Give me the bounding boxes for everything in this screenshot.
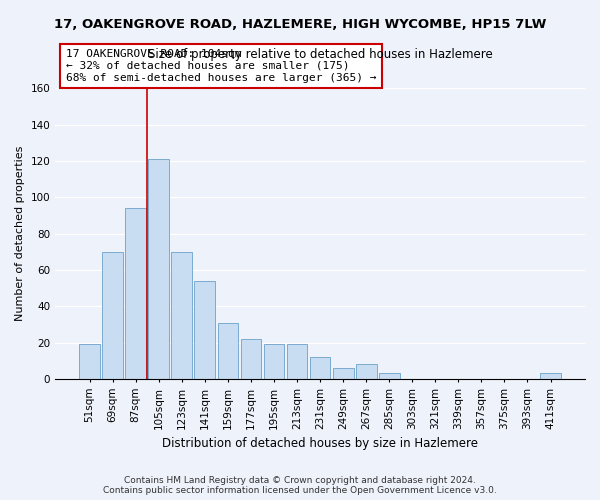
Bar bbox=[125, 208, 146, 379]
Bar bbox=[310, 357, 331, 379]
Bar bbox=[218, 322, 238, 379]
Text: 17, OAKENGROVE ROAD, HAZLEMERE, HIGH WYCOMBE, HP15 7LW: 17, OAKENGROVE ROAD, HAZLEMERE, HIGH WYC… bbox=[54, 18, 546, 30]
Y-axis label: Number of detached properties: Number of detached properties bbox=[15, 146, 25, 322]
Bar bbox=[379, 374, 400, 379]
Bar bbox=[333, 368, 353, 379]
Bar bbox=[287, 344, 307, 379]
X-axis label: Distribution of detached houses by size in Hazlemere: Distribution of detached houses by size … bbox=[162, 437, 478, 450]
Bar bbox=[241, 339, 262, 379]
Bar bbox=[102, 252, 123, 379]
Text: Contains HM Land Registry data © Crown copyright and database right 2024.
Contai: Contains HM Land Registry data © Crown c… bbox=[103, 476, 497, 495]
Bar bbox=[194, 281, 215, 379]
Bar bbox=[540, 374, 561, 379]
Title: Size of property relative to detached houses in Hazlemere: Size of property relative to detached ho… bbox=[148, 48, 493, 61]
Bar bbox=[356, 364, 377, 379]
Bar bbox=[172, 252, 192, 379]
Bar bbox=[79, 344, 100, 379]
Text: 17 OAKENGROVE ROAD: 104sqm
← 32% of detached houses are smaller (175)
68% of sem: 17 OAKENGROVE ROAD: 104sqm ← 32% of deta… bbox=[66, 50, 376, 82]
Bar bbox=[148, 159, 169, 379]
Bar bbox=[263, 344, 284, 379]
